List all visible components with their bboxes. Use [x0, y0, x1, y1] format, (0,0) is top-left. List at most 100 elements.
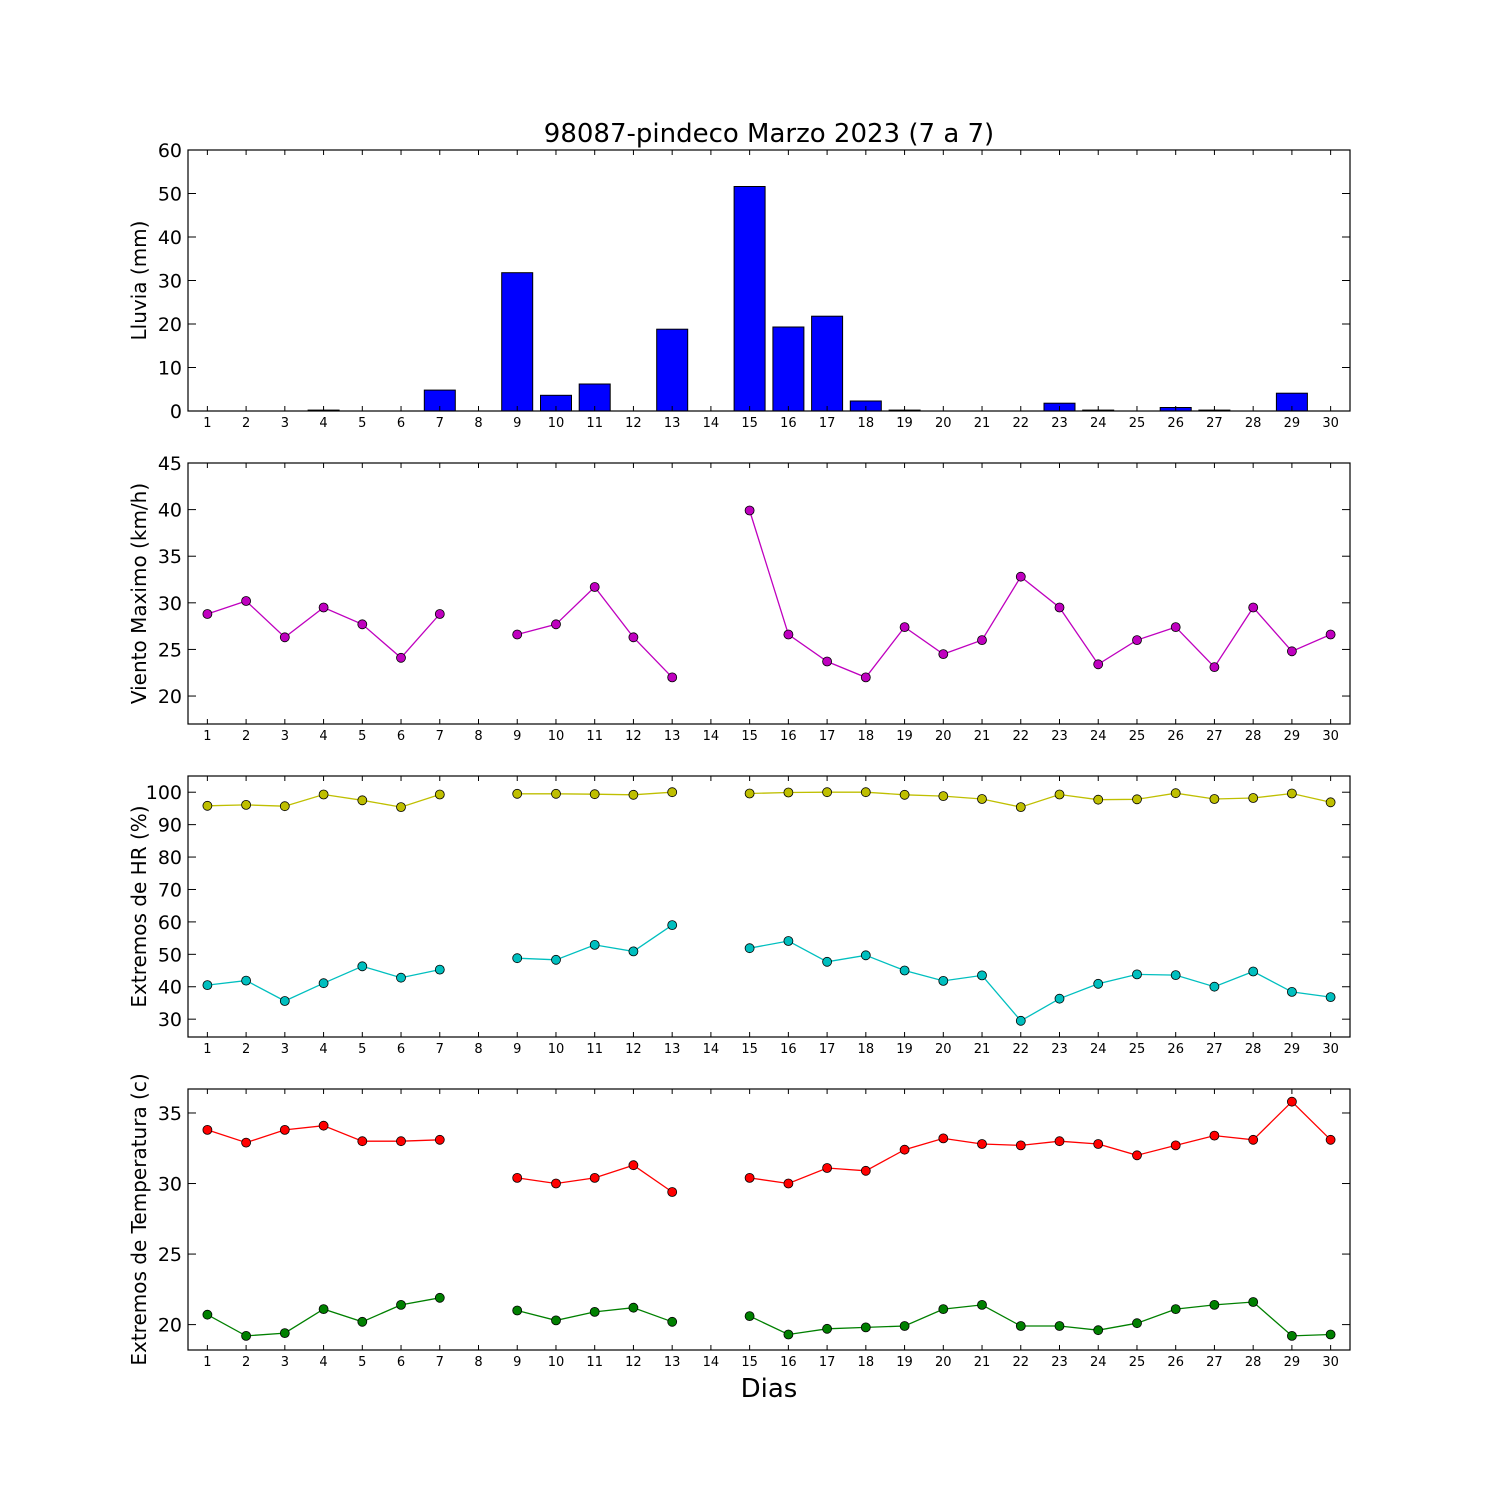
series-2-point-day-28	[1248, 966, 1259, 977]
x-tick-label: 7	[436, 416, 444, 431]
series-1-point-day-5	[357, 619, 368, 630]
series-1-point-day-5	[357, 1136, 368, 1147]
series-1-point-day-11	[589, 789, 600, 800]
series-1-point-day-9	[512, 629, 523, 640]
x-tick-label: 18	[858, 1042, 875, 1057]
series-2-point-day-23	[1054, 993, 1065, 1004]
series-1-point-day-30	[1325, 1134, 1336, 1145]
series-2-point-day-26	[1170, 1304, 1181, 1314]
x-tick-label: 25	[1129, 729, 1146, 744]
x-tick-label: 14	[703, 1355, 720, 1370]
x-tick-label: 11	[586, 729, 603, 744]
x-tick-label: 23	[1051, 416, 1068, 431]
series-1-point-day-24	[1093, 1139, 1104, 1149]
y-tick-label: 10	[158, 358, 182, 380]
series-2-point-day-12	[628, 946, 639, 957]
x-tick-label: 7	[436, 1042, 444, 1057]
panel-2: 1 2 3 4 5 6 7 8 9 10 11 12 13 14 15 16 17 18 19 20 21 22 23 24 2…	[127, 453, 1351, 744]
series-1-line	[749, 791, 1331, 808]
x-tick-label: 17	[819, 729, 836, 744]
panel-1: 1 2 3 4 5 6 7 8 9 10 11 12 13 14 15 16 17 18 19 20 21 22 23 24 2…	[127, 140, 1351, 431]
x-tick-label: 6	[397, 1042, 405, 1057]
y-axis-label: Lluvia (mm)	[127, 221, 151, 341]
series-1-point-day-2	[241, 1137, 252, 1148]
series-1-point-day-9	[512, 788, 523, 799]
x-tick-label: 25	[1129, 1042, 1146, 1057]
series-1-point-day-6	[396, 1136, 406, 1147]
x-tick-label: 5	[358, 416, 366, 431]
series-2-point-day-20	[938, 976, 949, 986]
y-tick-label: 30	[158, 593, 182, 615]
series-2-point-day-9	[512, 1305, 523, 1316]
x-tick-label: 3	[281, 729, 289, 744]
series-1-point-day-27	[1209, 794, 1220, 804]
series-1-point-day-18	[860, 1165, 871, 1176]
series-2-point-day-17	[822, 956, 832, 967]
series-2-point-day-25	[1132, 1318, 1142, 1329]
y-tick-label: 25	[158, 639, 182, 661]
series-1-point-day-4	[318, 1120, 329, 1131]
y-tick-label: 40	[158, 227, 182, 249]
x-tick-label: 30	[1322, 729, 1339, 744]
y-tick-label: 60	[158, 140, 182, 162]
series-2-point-day-4	[318, 1304, 329, 1314]
x-tick-label: 21	[974, 1355, 991, 1370]
series-1-point-day-29	[1287, 788, 1297, 799]
x-tick-label: 13	[664, 1355, 681, 1370]
series-1-point-day-7	[434, 609, 445, 619]
y-tick-label: 45	[158, 453, 182, 475]
x-tick-label: 7	[436, 1355, 444, 1370]
y-axis-label: Extremos de Temperatura (c)	[127, 1073, 151, 1365]
x-tick-label: 6	[397, 416, 405, 431]
series-1-point-day-4	[318, 602, 329, 613]
y-tick-label: 25	[158, 1244, 182, 1266]
series-1-point-day-21	[977, 794, 987, 804]
x-tick-label: 15	[741, 729, 758, 744]
series-2-point-day-18	[860, 1322, 871, 1333]
x-tick-label: 6	[397, 1355, 405, 1370]
rain-bar-day-15	[733, 186, 766, 412]
x-tick-label: 17	[819, 416, 836, 431]
series-2-point-day-15	[744, 1311, 755, 1321]
x-tick-label: 24	[1090, 1355, 1107, 1370]
series-1-point-day-23	[1054, 602, 1065, 613]
series-1-point-day-23	[1054, 789, 1065, 800]
x-tick-label: 12	[625, 1355, 642, 1370]
x-tick-label: 28	[1245, 729, 1262, 744]
series-2-point-day-16	[783, 1329, 794, 1340]
series-1-point-day-9	[512, 1173, 523, 1183]
x-tick-label: 17	[819, 1355, 836, 1370]
series-2-point-day-19	[899, 965, 910, 976]
x-tick-label: 20	[935, 729, 952, 744]
series-2-point-day-30	[1325, 992, 1336, 1002]
x-tick-label: 9	[513, 1355, 521, 1370]
x-tick-label: 6	[397, 729, 405, 744]
series-1-point-day-18	[860, 787, 871, 798]
x-tick-label: 5	[358, 1355, 366, 1370]
x-tick-label: 20	[935, 416, 952, 431]
x-tick-label: 18	[858, 1355, 875, 1370]
series-1-point-day-12	[628, 789, 639, 800]
series-2-point-day-17	[822, 1323, 832, 1334]
series-1-point-day-11	[589, 582, 600, 592]
series-1-point-day-28	[1248, 602, 1259, 613]
series-2-point-day-1	[202, 1309, 213, 1320]
series-1-point-day-16	[783, 629, 794, 640]
series-2-point-day-3	[279, 1328, 290, 1338]
series-1-point-day-27	[1209, 662, 1220, 672]
x-tick-label: 27	[1206, 1355, 1223, 1370]
series-2-point-day-21	[977, 1300, 987, 1310]
y-tick-label: 50	[158, 944, 182, 966]
x-tick-label: 1	[203, 729, 211, 744]
x-tick-label: 16	[780, 1355, 797, 1370]
x-tick-label: 23	[1051, 729, 1068, 744]
x-tick-label: 30	[1322, 416, 1339, 431]
series-1-point-day-19	[899, 789, 910, 800]
x-tick-label: 14	[703, 416, 720, 431]
series-1-point-day-30	[1325, 629, 1336, 640]
series-2-point-day-12	[628, 1302, 639, 1313]
x-tick-label: 3	[281, 1042, 289, 1057]
x-tick-label: 25	[1129, 416, 1146, 431]
x-tick-label: 22	[1012, 1042, 1029, 1057]
x-tick-label: 20	[935, 1355, 952, 1370]
